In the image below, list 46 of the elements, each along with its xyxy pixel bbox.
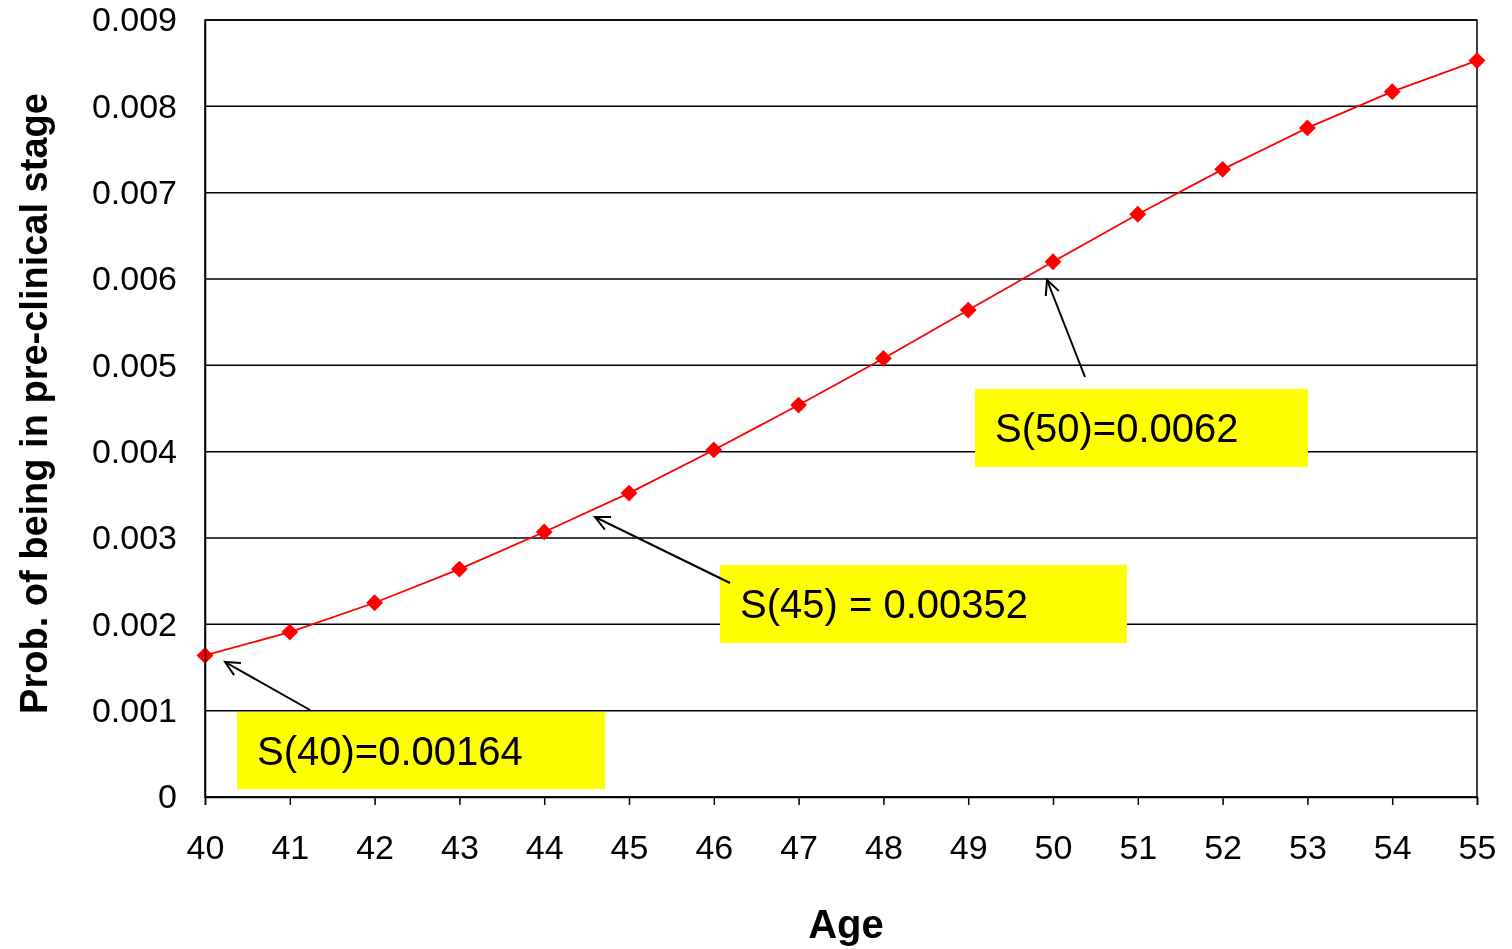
x-tick-label: 46 [695,828,734,867]
x-tick-label: 45 [610,828,649,867]
point [1299,119,1316,137]
y-tick-label: 0.007 [91,173,177,212]
x-tick-label: 43 [440,828,479,867]
x-tick-label: 51 [1119,828,1158,867]
y-tick-label: 0.002 [91,604,177,643]
x-tick-label: 53 [1288,828,1327,867]
point [1383,83,1401,101]
x-tick-label: 44 [525,828,564,867]
point [875,350,892,367]
x-tick-label: 47 [780,828,819,867]
y-tick-label: 0.001 [91,691,177,730]
y-tick-label: 0.008 [91,86,177,125]
point [1044,253,1062,271]
annotation: S(45) = 0.00352 [740,582,1028,626]
x-tick-label: 54 [1373,828,1412,867]
y-axis-title: Prob. of being in pre-clinical stage [13,93,55,714]
annotation: S(40)=0.00164 [257,728,523,773]
y-tick-label: 0 [158,777,177,816]
y-tick-label: 0.003 [91,518,177,557]
point [1129,205,1147,223]
x-tick-label: 50 [1034,828,1073,867]
point [620,484,638,502]
x-tick-label: 48 [864,828,903,867]
x-tick-label: 55 [1458,828,1497,867]
point [705,441,723,459]
point [451,560,468,578]
x-tick-label: 40 [186,828,225,867]
x-tick-label: 52 [1204,828,1243,867]
y-tick-label: 0.006 [91,259,177,298]
y-tick-label: 0.005 [91,345,177,384]
point [281,623,299,641]
y-tick-label: 0.004 [91,432,177,471]
x-tick-label: 49 [949,828,988,867]
x-axis-title: Age [808,902,884,946]
point [1468,52,1486,69]
x-tick-label: 42 [356,828,395,867]
point [1214,160,1231,178]
x-tick-label: 41 [271,828,310,867]
point [959,301,977,319]
point [535,523,553,541]
annotation: S(50)=0.0062 [995,406,1239,450]
point [790,396,807,414]
y-tick-label: 0.009 [91,0,177,39]
point [366,594,383,612]
